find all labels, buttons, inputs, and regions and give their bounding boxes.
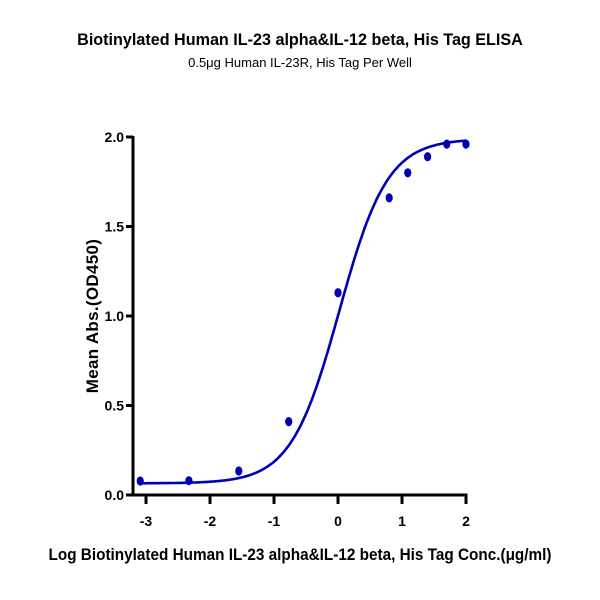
data-point (404, 168, 412, 178)
x-tick-label: 1 (398, 513, 406, 529)
data-point (385, 193, 393, 203)
x-tick-label: 0 (334, 513, 342, 529)
x-tick-label: 2 (462, 513, 470, 529)
data-point (185, 476, 193, 486)
x-tick-label: -2 (204, 513, 217, 529)
chart-subtitle: 0.5μg Human IL-23R, His Tag Per Well (188, 55, 412, 70)
data-point (285, 417, 293, 427)
y-tick-label: 1.0 (105, 308, 125, 324)
x-tick-label: -3 (140, 513, 153, 529)
chart-title: Biotinylated Human IL-23 alpha&IL-12 bet… (77, 30, 523, 49)
data-point (443, 139, 451, 149)
y-tick-label: 2.0 (105, 129, 125, 145)
y-tick-label: 1.5 (105, 219, 125, 235)
data-point (235, 466, 243, 476)
data-point (424, 152, 432, 162)
x-tick-label: -1 (268, 513, 281, 529)
data-point (136, 476, 144, 486)
x-axis-label: Log Biotinylated Human IL-23 alpha&IL-12… (48, 545, 552, 564)
y-tick-label: 0.5 (105, 398, 125, 414)
fit-curve (140, 139, 467, 485)
y-tick-label: 0.0 (105, 487, 125, 503)
data-point (462, 139, 470, 149)
data-point (334, 288, 342, 298)
